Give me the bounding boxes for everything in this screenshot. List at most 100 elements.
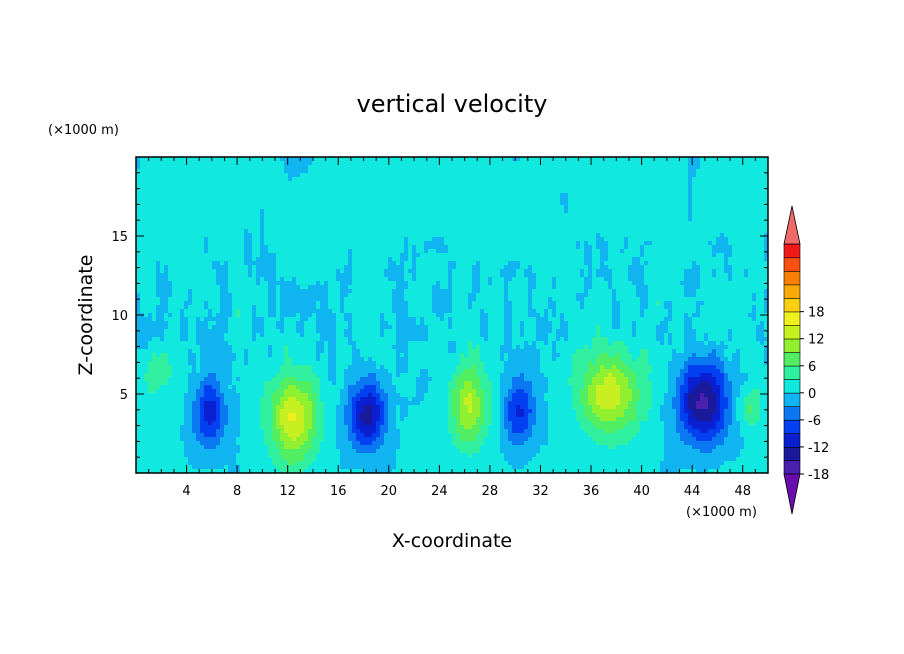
field-cell <box>212 225 217 230</box>
field-cell <box>532 157 537 162</box>
field-cell <box>312 261 317 266</box>
field-cell <box>152 201 157 206</box>
field-cell <box>716 213 721 218</box>
field-cell <box>744 205 749 210</box>
field-cell <box>352 209 357 214</box>
field-cell <box>436 173 441 178</box>
field-cell <box>276 173 281 178</box>
field-cell <box>400 221 405 226</box>
field-cell <box>656 169 661 174</box>
field-cell <box>508 281 513 286</box>
field-cell <box>732 185 737 190</box>
field-cell <box>140 281 145 286</box>
field-cell <box>636 257 641 262</box>
field-cell <box>660 225 665 230</box>
field-cell <box>332 273 337 278</box>
field-cell <box>716 229 721 234</box>
field-cell <box>148 265 153 270</box>
field-cell <box>424 257 429 262</box>
field-cell <box>432 177 437 182</box>
field-cell <box>668 157 673 162</box>
field-cell <box>708 277 713 282</box>
field-cell <box>180 281 185 286</box>
field-cell <box>332 281 337 286</box>
field-cell <box>536 261 541 266</box>
field-cell <box>188 277 193 282</box>
field-cell <box>604 273 609 278</box>
field-cell <box>484 233 489 238</box>
field-cell <box>476 225 481 230</box>
field-cell <box>336 185 341 190</box>
field-cell <box>684 205 689 210</box>
field-cell <box>416 245 421 250</box>
field-cell <box>256 193 261 198</box>
field-cell <box>492 193 497 198</box>
field-cell <box>244 225 249 230</box>
field-cell <box>280 265 285 270</box>
field-cell <box>520 213 525 218</box>
field-cell <box>504 169 509 174</box>
field-cell <box>500 213 505 218</box>
field-cell <box>664 205 669 210</box>
field-cell <box>464 197 469 202</box>
field-cell <box>264 225 269 230</box>
field-cell <box>628 217 633 222</box>
field-cell <box>300 253 305 258</box>
field-cell <box>168 161 173 166</box>
field-cell <box>612 189 617 194</box>
field-cell <box>204 237 209 242</box>
field-cell <box>148 185 153 190</box>
field-cell <box>252 261 257 266</box>
field-cell <box>660 237 665 242</box>
field-cell <box>160 277 165 282</box>
field-cell <box>488 209 493 214</box>
field-cell <box>200 229 205 234</box>
field-cell <box>600 225 605 230</box>
field-cell <box>624 205 629 210</box>
field-cell <box>340 213 345 218</box>
field-cell <box>580 185 585 190</box>
field-cell <box>456 157 461 162</box>
field-cell <box>588 177 593 182</box>
field-cell <box>352 169 357 174</box>
field-cell <box>252 165 257 170</box>
field-cell <box>224 181 229 186</box>
field-cell <box>384 265 389 270</box>
field-cell <box>248 177 253 182</box>
field-cell <box>624 165 629 170</box>
field-cell <box>396 189 401 194</box>
field-cell <box>308 161 313 166</box>
field-cell <box>412 185 417 190</box>
field-cell <box>232 281 237 286</box>
field-cell <box>512 217 517 222</box>
field-cell <box>680 205 685 210</box>
field-cell <box>164 185 169 190</box>
field-cell <box>356 233 361 238</box>
field-cell <box>632 229 637 234</box>
field-cell <box>368 165 373 170</box>
field-cell <box>308 193 313 198</box>
field-cell <box>388 273 393 278</box>
field-cell <box>300 177 305 182</box>
field-cell <box>380 225 385 230</box>
field-cell <box>160 241 165 246</box>
field-cell <box>208 233 213 238</box>
field-cell <box>528 157 533 162</box>
field-cell <box>712 197 717 202</box>
field-cell <box>136 197 141 202</box>
field-cell <box>176 177 181 182</box>
field-cell <box>728 241 733 246</box>
field-cell <box>736 265 741 270</box>
field-cell <box>568 265 573 270</box>
field-cell <box>152 273 157 278</box>
field-cell <box>456 189 461 194</box>
field-cell <box>204 261 209 266</box>
field-cell <box>192 177 197 182</box>
field-cell <box>648 277 653 282</box>
field-cell <box>256 213 261 218</box>
field-cell <box>648 169 653 174</box>
field-cell <box>636 181 641 186</box>
field-cell <box>624 197 629 202</box>
field-cell <box>620 233 625 238</box>
field-cell <box>476 269 481 274</box>
